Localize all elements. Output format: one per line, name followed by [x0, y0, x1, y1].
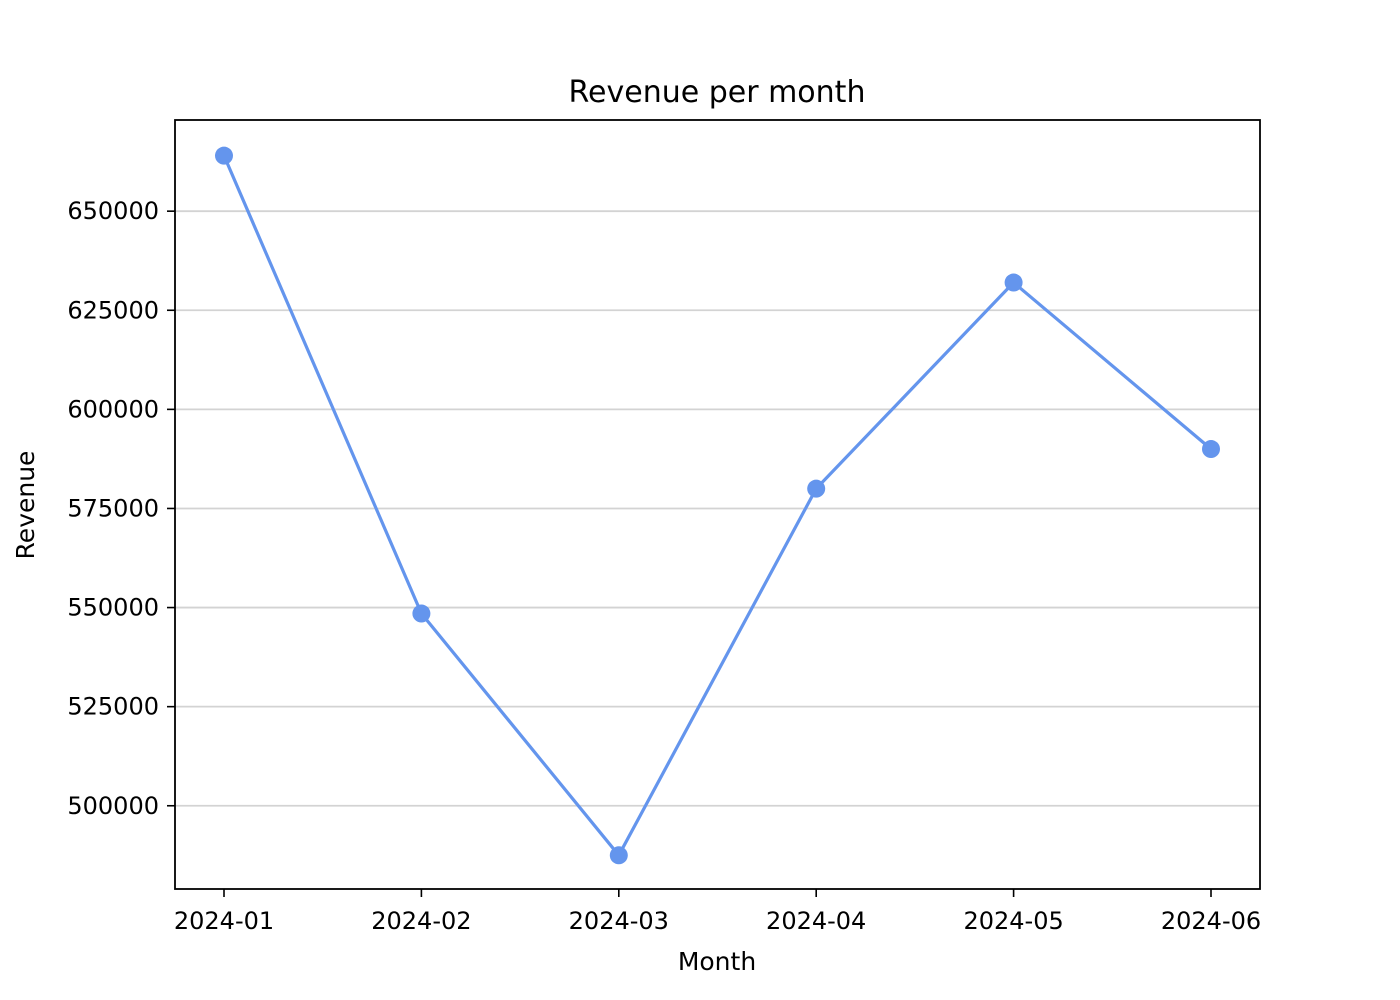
x-tick-label: 2024-05: [963, 907, 1063, 935]
series-line: [222, 154, 1213, 857]
x-axis-ticks: 2024-01 2024-02 2024-03 2024-04 2024-05 2024-…: [174, 889, 1261, 935]
chart-title: Revenue per month: [569, 75, 866, 110]
y-tick-label: 575000: [67, 494, 159, 522]
data-point: [1202, 440, 1220, 459]
data-point: [807, 479, 826, 498]
y-tick-label: 525000: [67, 693, 159, 721]
data-point: [412, 604, 431, 623]
y-axis-label: Revenue: [11, 451, 40, 560]
x-tick-label: 2024-04: [766, 907, 866, 935]
data-point: [215, 146, 233, 165]
series-layer: [215, 146, 1220, 865]
y-axis-ticks: 500000 525000 550000 575000 600000 625000 6500…: [67, 197, 175, 820]
y-tick-label: 500000: [67, 792, 159, 820]
plot-frame: [174, 119, 1261, 890]
x-tick-label: 2024-03: [569, 907, 669, 935]
y-gridlines: [175, 210, 1260, 807]
data-point: [1004, 273, 1023, 292]
y-tick-label: 625000: [67, 296, 159, 324]
x-tick-label: 2024-06: [1161, 907, 1261, 935]
data-point: [609, 846, 628, 865]
y-tick-label: 550000: [67, 594, 159, 622]
x-axis-label: Month: [678, 947, 756, 976]
y-tick-label: 650000: [67, 197, 159, 225]
x-tick-label: 2024-02: [371, 907, 471, 935]
x-tick-label: 2024-01: [174, 907, 274, 935]
y-tick-label: 600000: [67, 395, 159, 423]
